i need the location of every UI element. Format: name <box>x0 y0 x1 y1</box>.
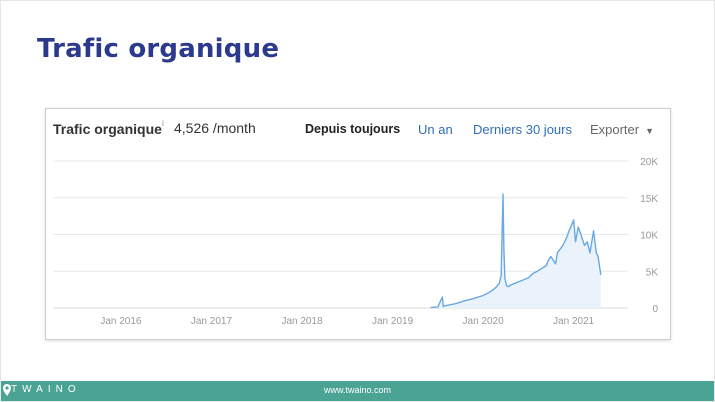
x-tick-label: Jan 2018 <box>281 316 323 327</box>
y-tick-label: 0 <box>652 304 658 315</box>
caret-down-icon: ▼ <box>645 126 654 136</box>
tab-depuis-toujours[interactable]: Depuis toujours <box>305 122 401 136</box>
export-label: Exporter <box>589 122 640 137</box>
y-tick-label: 20K <box>640 157 658 168</box>
series-line <box>430 193 602 309</box>
tab-un-an[interactable]: Un an <box>418 122 453 137</box>
traffic-card: Trafic organique i 4,526 /month Depuis t… <box>45 108 671 340</box>
footer-brand: TWAINO <box>11 384 81 395</box>
footer-url[interactable]: www.twaino.com <box>323 385 392 395</box>
y-tick-label: 5K <box>646 267 659 278</box>
pin-logo-icon <box>3 384 11 396</box>
x-tick-label: Jan 2021 <box>553 316 595 327</box>
x-tick-label: Jan 2020 <box>463 316 505 327</box>
info-icon[interactable]: i <box>162 119 164 128</box>
x-tick-label: Jan 2017 <box>191 316 233 327</box>
card-title: Trafic organique <box>53 121 162 137</box>
y-tick-label: 15K <box>640 194 658 205</box>
export-dropdown[interactable]: Exporter ▼ <box>590 122 654 137</box>
tab-derniers-30-jours[interactable]: Derniers 30 jours <box>473 122 572 137</box>
traffic-chart: 0 5K 10K 15K 20K Jan 2016 Jan 2017 Jan 2018 Jan … <box>53 157 659 327</box>
x-tick-label: Jan 2019 <box>372 316 414 327</box>
x-tick-label: Jan 2016 <box>100 316 142 327</box>
series-area <box>430 194 601 308</box>
traffic-value: 4,526 /month <box>174 120 256 136</box>
slide-title: Trafic organique <box>37 34 280 64</box>
footer-bar: TWAINO www.twaino.com <box>1 381 714 401</box>
y-tick-label: 10K <box>640 231 658 242</box>
